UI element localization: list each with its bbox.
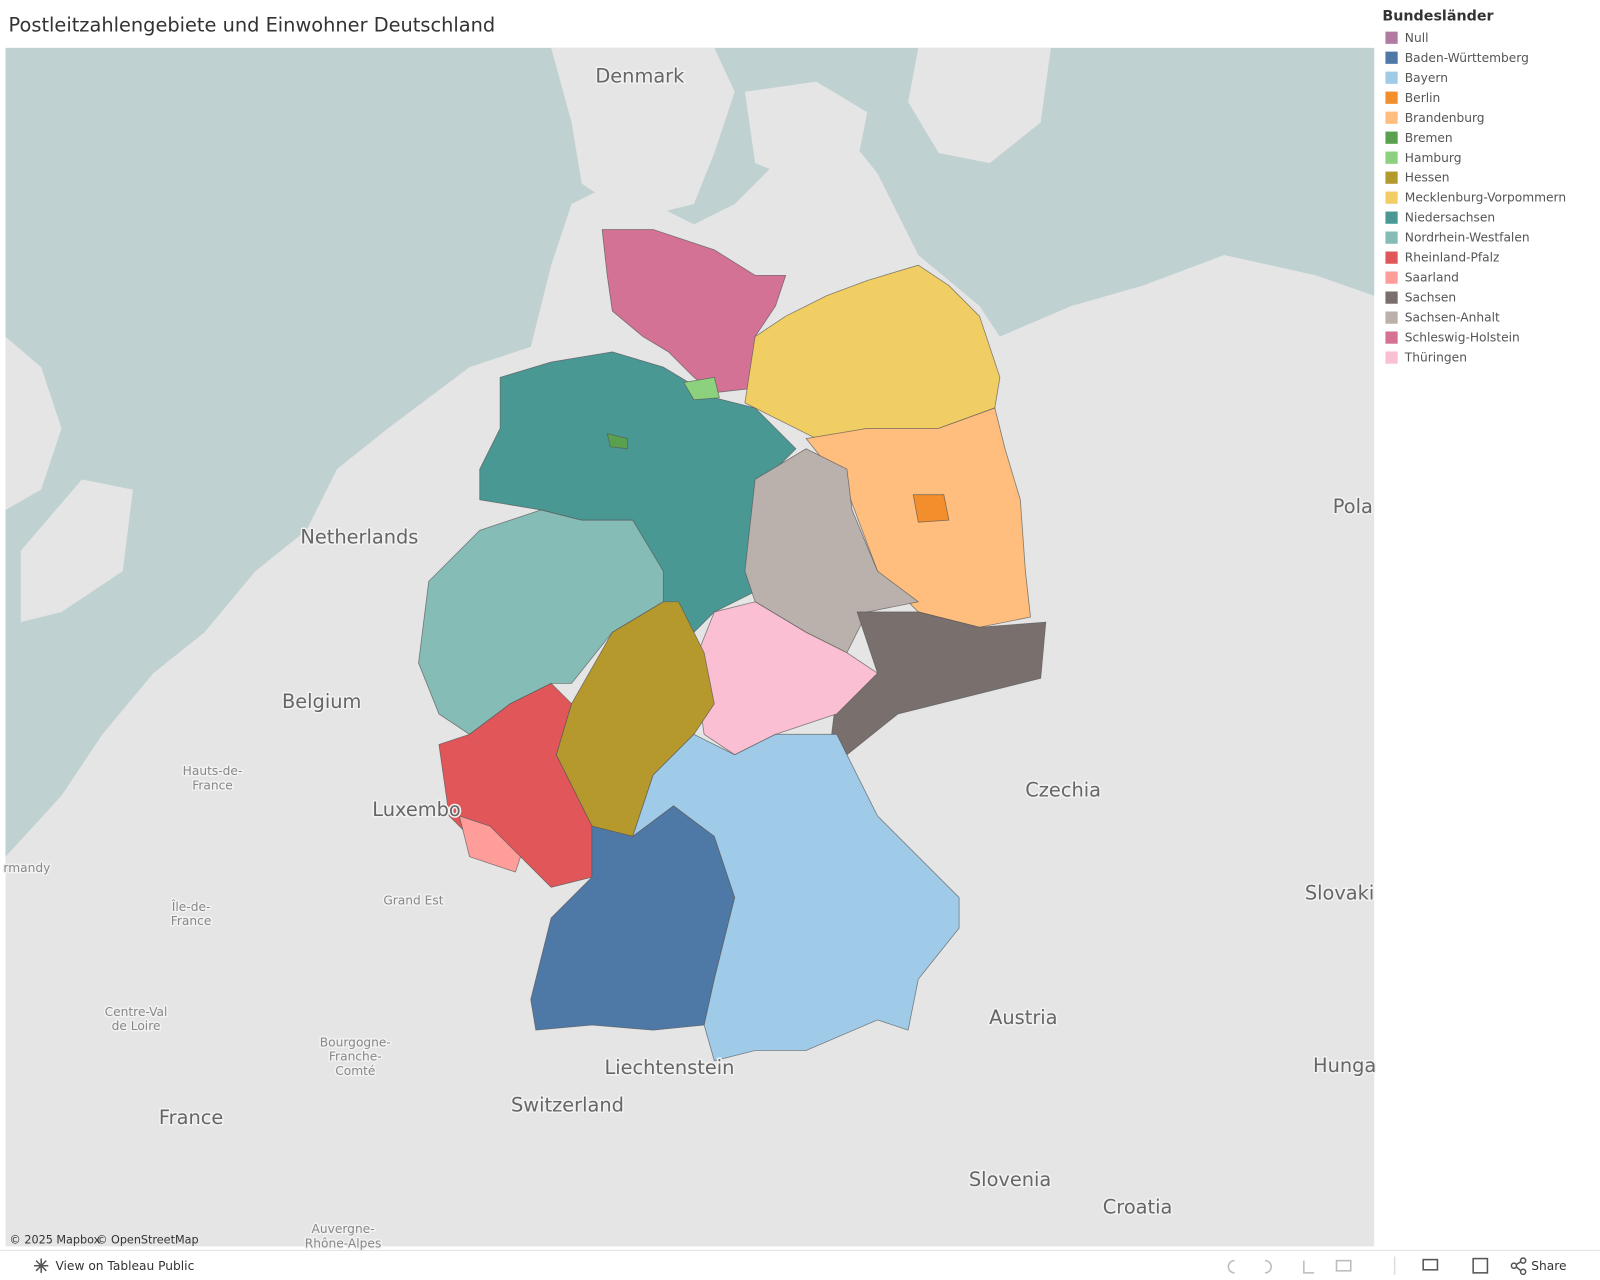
legend-label: Rheinland-Pfalz: [1405, 251, 1500, 265]
map-label: Pola: [1333, 495, 1373, 518]
land-uk-south: [20, 479, 133, 623]
toolbar-icons: [1227, 1256, 1527, 1276]
legend-label: Sachsen-Anhalt: [1405, 311, 1500, 325]
map: Denmark Netherlands Belgium Luxembo Hauts-de…: [2, 47, 1378, 1252]
legend-title: Bundesländer: [1382, 8, 1493, 24]
share-button[interactable]: Share: [1531, 1259, 1566, 1273]
attribution: © OpenStreetMap: [96, 1233, 198, 1246]
legend-label: Berlin: [1405, 91, 1440, 105]
map-label: Slovenia: [969, 1168, 1051, 1191]
download-button[interactable]: [1422, 1258, 1439, 1271]
legend-label: Mecklenburg-Vorpommern: [1405, 191, 1566, 205]
fullscreen-button[interactable]: [1472, 1257, 1489, 1274]
undo-button[interactable]: [1227, 1259, 1235, 1274]
map-label: Hunga: [1313, 1054, 1376, 1077]
map-label: Denmark: [595, 65, 685, 88]
legend-swatch: [1385, 311, 1398, 324]
legend-swatch: [1385, 91, 1398, 104]
legend-label: Bayern: [1405, 71, 1448, 85]
map-label: France: [192, 778, 233, 792]
map-label: Franche-: [329, 1050, 382, 1064]
map-label: Comté: [335, 1064, 375, 1078]
legend-swatch: [1385, 51, 1398, 64]
legend-swatch: [1385, 351, 1398, 364]
redo-button[interactable]: [1264, 1259, 1272, 1274]
legend-swatch: [1385, 131, 1398, 144]
legend-label: Hessen: [1405, 171, 1450, 185]
legend-swatch: [1385, 151, 1398, 164]
legend-label: Sachsen: [1405, 291, 1456, 305]
map-label: Slovaki: [1305, 882, 1374, 905]
sea: [5, 47, 1375, 857]
legend-swatch: [1385, 71, 1398, 84]
legend-label: Thüringen: [1404, 351, 1467, 365]
tableau-icon: [34, 1258, 49, 1273]
legend-swatch: [1385, 291, 1398, 304]
state-region: [912, 494, 950, 523]
refresh-button[interactable]: [1335, 1259, 1352, 1272]
legend-swatch: [1385, 231, 1398, 244]
map-label: Île-de-: [171, 899, 211, 914]
map-label: Croatia: [1103, 1196, 1173, 1219]
legend-label: Schleswig-Holstein: [1405, 331, 1520, 345]
map-label: Belgium: [282, 690, 361, 713]
land-island: [744, 81, 868, 184]
legend-swatch: [1385, 271, 1398, 284]
germany-states: [418, 229, 1047, 1062]
map-label: Czechia: [1025, 779, 1101, 802]
toolbar: View on Tableau Public Share: [0, 1249, 1600, 1280]
legend-swatch: [1385, 211, 1398, 224]
toolbar-background: [0, 1250, 1600, 1280]
map-labels: Denmark Netherlands Belgium Luxembo Hauts-de…: [2, 63, 1378, 1252]
state-region: [479, 351, 797, 633]
state-region: [631, 733, 960, 1062]
map-label: Luxembo: [372, 798, 460, 821]
map-label: France: [159, 1106, 223, 1129]
state-region: [606, 432, 629, 450]
legend-label: Baden-Württemberg: [1405, 51, 1529, 65]
map-label: Switzerland: [511, 1094, 624, 1117]
map-label: Auvergne-: [312, 1222, 375, 1236]
map-label: de Loire: [112, 1019, 161, 1033]
share-icon: [1510, 1257, 1527, 1276]
legend-label: Niedersachsen: [1405, 211, 1495, 225]
map-label: Austria: [989, 1006, 1057, 1029]
map-label: Rhône-Alpes: [305, 1236, 382, 1250]
state-region: [744, 264, 1001, 439]
dashboard-title: Postleitzahlengebiete und Einwohner Deut…: [9, 14, 496, 37]
map-label: Hauts-de-: [183, 764, 243, 778]
map-label: rmandy: [3, 861, 50, 875]
map-label: Liechtenstein: [604, 1056, 734, 1079]
legend-swatch: [1385, 251, 1398, 264]
legend-items: Null Baden-Württemberg Bayern Berlin Branden…: [1385, 31, 1566, 365]
state-region: [744, 448, 920, 654]
legend-label: Brandenburg: [1405, 111, 1485, 125]
legend-swatch: [1385, 331, 1398, 344]
legend-swatch: [1385, 111, 1398, 124]
attribution: © 2025 Mapbox: [10, 1233, 101, 1246]
land-denmark: [551, 47, 735, 215]
legend-label: Null: [1405, 31, 1429, 45]
map-label: Bourgogne-: [320, 1035, 391, 1049]
legend-label: Hamburg: [1405, 151, 1462, 165]
view-on-tableau-link[interactable]: View on Tableau Public: [55, 1259, 194, 1273]
legend-swatch: [1385, 171, 1398, 184]
legend-label: Saarland: [1405, 271, 1459, 285]
legend-label: Bremen: [1405, 131, 1453, 145]
state-region: [458, 815, 522, 873]
map-label: France: [171, 914, 212, 928]
map-label: Grand Est: [383, 894, 443, 908]
legend: Bundesländer Null Baden-Württemberg Bayern…: [1382, 8, 1566, 364]
legend-label: Nordrhein-Westfalen: [1405, 231, 1530, 245]
land-sweden: [908, 47, 1051, 164]
land-uk: [5, 336, 62, 510]
map-label: Netherlands: [300, 526, 418, 549]
legend-swatch: [1385, 191, 1398, 204]
map-label: Centre-Val: [105, 1005, 168, 1019]
revert-button[interactable]: [1303, 1260, 1315, 1274]
state-region: [683, 376, 720, 401]
legend-swatch: [1385, 31, 1398, 44]
